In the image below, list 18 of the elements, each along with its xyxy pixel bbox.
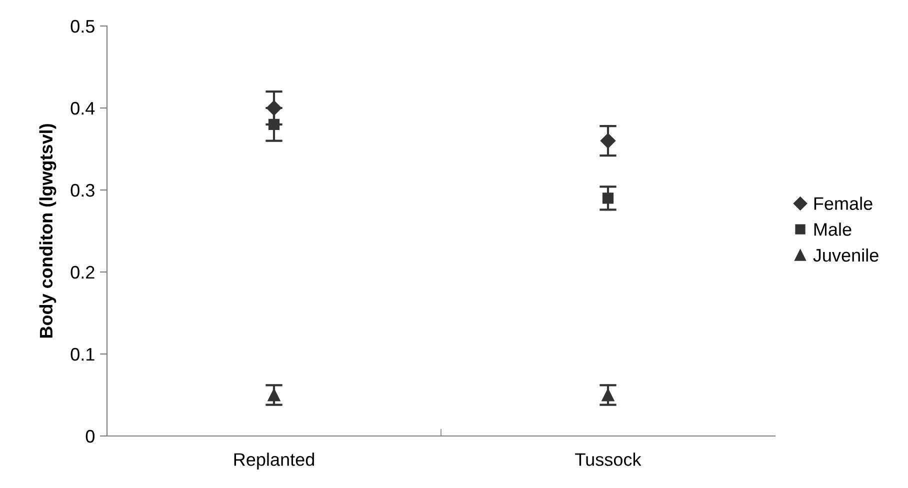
legend-label: Male bbox=[814, 222, 852, 236]
x-tick-label: Tussock bbox=[575, 452, 642, 466]
point bbox=[268, 118, 280, 130]
y-tick-label: 0.3 bbox=[70, 184, 94, 197]
point bbox=[268, 388, 280, 402]
point bbox=[266, 100, 282, 116]
x-tick-label: Replanted bbox=[234, 452, 314, 470]
y-tick-label: 0.1 bbox=[70, 348, 94, 361]
point bbox=[600, 133, 616, 148]
point bbox=[602, 388, 614, 402]
y-tick-label: 0 bbox=[86, 430, 94, 443]
legend-label: Female bbox=[814, 196, 872, 210]
legend-label: Juvenile bbox=[813, 248, 878, 262]
y-tick-label: 0.2 bbox=[70, 266, 94, 279]
y-axis-title: Body conditon (lgwgtsvl) bbox=[39, 124, 56, 338]
point bbox=[602, 192, 614, 204]
y-tick-label: 0.5 bbox=[70, 20, 94, 33]
y-tick-label: 0.4 bbox=[70, 102, 95, 115]
